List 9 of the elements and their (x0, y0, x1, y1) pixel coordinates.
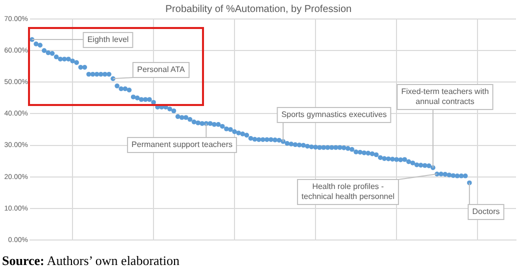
annotation: Doctors (472, 207, 500, 216)
source-note: Source: Authors’ own elaboration (2, 253, 180, 269)
annotation: Health role profiles - technical health personnel (302, 182, 395, 202)
annotation: Fixed-term teachers with annual contracts (401, 87, 489, 106)
annotation: Eighth level (87, 35, 129, 44)
annotation: Sports gymnastics executives (281, 110, 387, 120)
annotation: Personal ATA (137, 65, 186, 74)
annotation: Permanent support teachers (132, 140, 232, 150)
chart-title: Probability of %Automation, by Profession (165, 4, 352, 15)
